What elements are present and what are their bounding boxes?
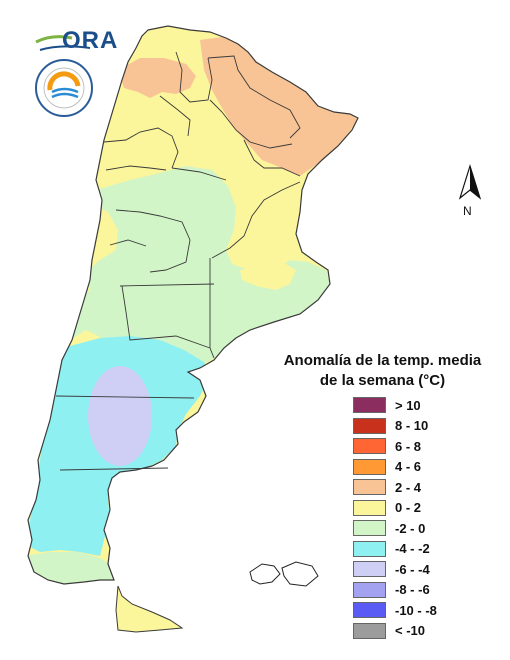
legend-swatch (353, 458, 386, 475)
legend-item: < -10 (353, 622, 425, 640)
legend-swatch (353, 602, 386, 618)
tierra-del-fuego (115, 585, 184, 633)
legend-item: 6 - 8 (353, 437, 421, 455)
legend-swatch (353, 581, 386, 598)
legend-item: -10 - -8 (353, 601, 437, 619)
legend-label: -8 - -6 (395, 582, 430, 597)
legend-label: 2 - 4 (395, 479, 422, 495)
smn-seal (35, 59, 93, 117)
legend-label: -10 - -8 (395, 602, 437, 618)
legend-swatch (353, 561, 386, 577)
legend-item: -2 - 0 (353, 519, 425, 537)
legend-label: > 10 (395, 397, 421, 413)
legend-swatch (353, 499, 386, 516)
legend-label: -6 - -4 (395, 561, 430, 577)
legend-label: -2 - 0 (395, 520, 426, 536)
zone-2-4-northwest (118, 58, 196, 98)
zone-0-2-island (240, 262, 296, 290)
ora-logo (35, 35, 91, 51)
zone-minus6-minus4-core (88, 366, 152, 466)
legend-swatch (353, 622, 386, 639)
north-arrow (458, 163, 482, 200)
legend-swatch (353, 479, 386, 495)
leaf-icon (35, 35, 73, 44)
legend-item: 4 - 6 (353, 458, 421, 476)
legend-title-line2: de la semana (°C) (319, 372, 446, 389)
north-label: N (463, 204, 472, 218)
legend-item: -6 - -4 (353, 560, 430, 578)
legend-item: -8 - -6 (353, 581, 430, 599)
legend-swatch (353, 520, 386, 536)
legend-label: < -10 (395, 623, 425, 638)
legend-item: 8 - 10 (353, 417, 428, 435)
zone-minus2-0-south (28, 552, 116, 584)
malvinas-islands (249, 561, 319, 587)
legend-title-line1: Anomalía de la temp. media (283, 352, 482, 369)
province-boundaries (55, 51, 301, 471)
legend-item: > 10 (353, 396, 421, 414)
legend-item: -4 - -2 (353, 540, 430, 558)
legend-label: 4 - 6 (395, 459, 422, 474)
zone-2-4-northeast (200, 36, 358, 176)
ora-logo-text: ORA (62, 27, 119, 54)
legend-item: 0 - 2 (353, 499, 421, 517)
legend-label: 0 - 2 (395, 500, 422, 515)
legend-swatch (353, 417, 386, 434)
legend-swatch (353, 540, 386, 557)
legend-label: 8 - 10 (395, 418, 429, 433)
zone-2-4-small (204, 38, 236, 58)
zone-minus2-0-center (64, 166, 330, 370)
legend-label: -4 - -2 (395, 541, 430, 556)
legend-item: 2 - 4 (353, 478, 421, 496)
legend-swatch (353, 397, 386, 413)
legend-label: 6 - 8 (395, 438, 422, 454)
legend-swatch (353, 438, 386, 454)
